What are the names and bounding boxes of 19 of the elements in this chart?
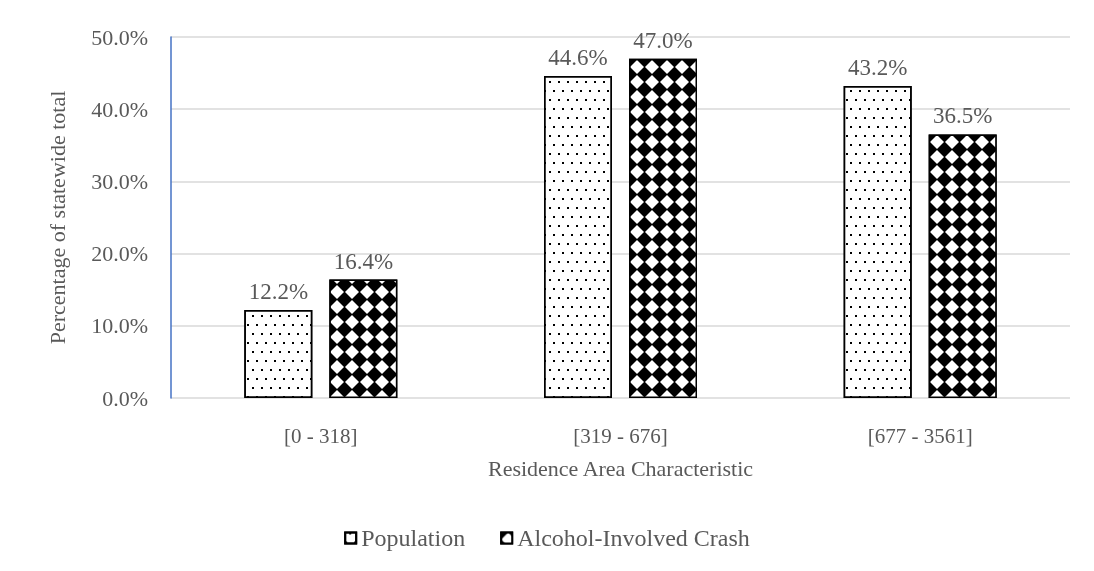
legend-label: Population: [361, 525, 466, 551]
y-tick-label: 20.0%: [91, 241, 148, 267]
x-tick-label: [677 - 3561]: [867, 423, 973, 448]
x-tick-label: [0 - 318]: [284, 423, 358, 448]
data-label: 44.6%: [548, 44, 608, 70]
y-tick-label: 10.0%: [91, 313, 148, 339]
legend-label: Alcohol-Involved Crash: [517, 525, 750, 551]
data-label: 16.4%: [333, 248, 394, 274]
data-label: 12.2%: [248, 278, 309, 304]
data-label: 43.2%: [847, 55, 908, 81]
x-axis-title: Residence Area Characteristic: [487, 455, 754, 481]
data-label: 47.0%: [633, 27, 693, 53]
x-tick-label: [319 - 676]: [573, 423, 668, 448]
y-tick-label: 0.0%: [102, 385, 148, 411]
y-tick-label: 50.0%: [91, 24, 148, 50]
y-axis-title: Percentage of statewide total: [44, 90, 70, 345]
y-tick-label: 40.0%: [91, 96, 148, 122]
y-tick-label: 30.0%: [91, 168, 148, 194]
data-label: 36.5%: [932, 103, 993, 129]
